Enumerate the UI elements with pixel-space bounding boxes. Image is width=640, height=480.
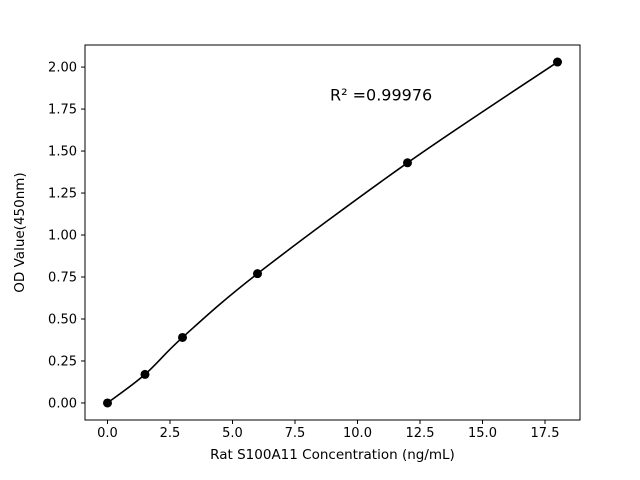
data-point-marker xyxy=(403,158,412,168)
y-tick-label: 0.75 xyxy=(48,271,77,286)
y-tick-label: 1.75 xyxy=(48,103,77,118)
x-tick-label: 2.5 xyxy=(160,426,181,441)
y-axis-label: OD Value(450nm) xyxy=(12,172,28,292)
r-squared-annotation: R² =0.99976 xyxy=(330,86,432,105)
y-tick-label: 1.50 xyxy=(48,145,77,160)
y-tick-label: 1.00 xyxy=(48,229,77,244)
y-tick-label: 0.50 xyxy=(48,312,77,327)
y-tick-label: 0.25 xyxy=(48,354,77,369)
data-point-marker xyxy=(103,398,112,408)
x-tick-label: 10.0 xyxy=(343,426,372,441)
y-tick-label: 1.25 xyxy=(48,187,77,202)
x-tick-label: 5.0 xyxy=(222,426,243,441)
x-tick-label: 0.0 xyxy=(97,426,118,441)
x-tick-label: 15.0 xyxy=(468,426,497,441)
x-tick-label: 12.5 xyxy=(406,426,435,441)
y-tick-label: 2.00 xyxy=(48,61,77,76)
data-point-marker xyxy=(178,332,187,342)
x-axis-label: Rat S100A11 Concentration (ng/mL) xyxy=(210,447,455,463)
plot-area xyxy=(84,44,581,421)
x-tick-label: 7.5 xyxy=(285,426,306,441)
y-tick-label: 0.00 xyxy=(48,396,77,411)
data-point-marker xyxy=(553,57,562,67)
data-point-marker xyxy=(140,369,150,379)
x-tick-label: 17.5 xyxy=(531,426,560,441)
data-point-marker xyxy=(253,269,262,279)
